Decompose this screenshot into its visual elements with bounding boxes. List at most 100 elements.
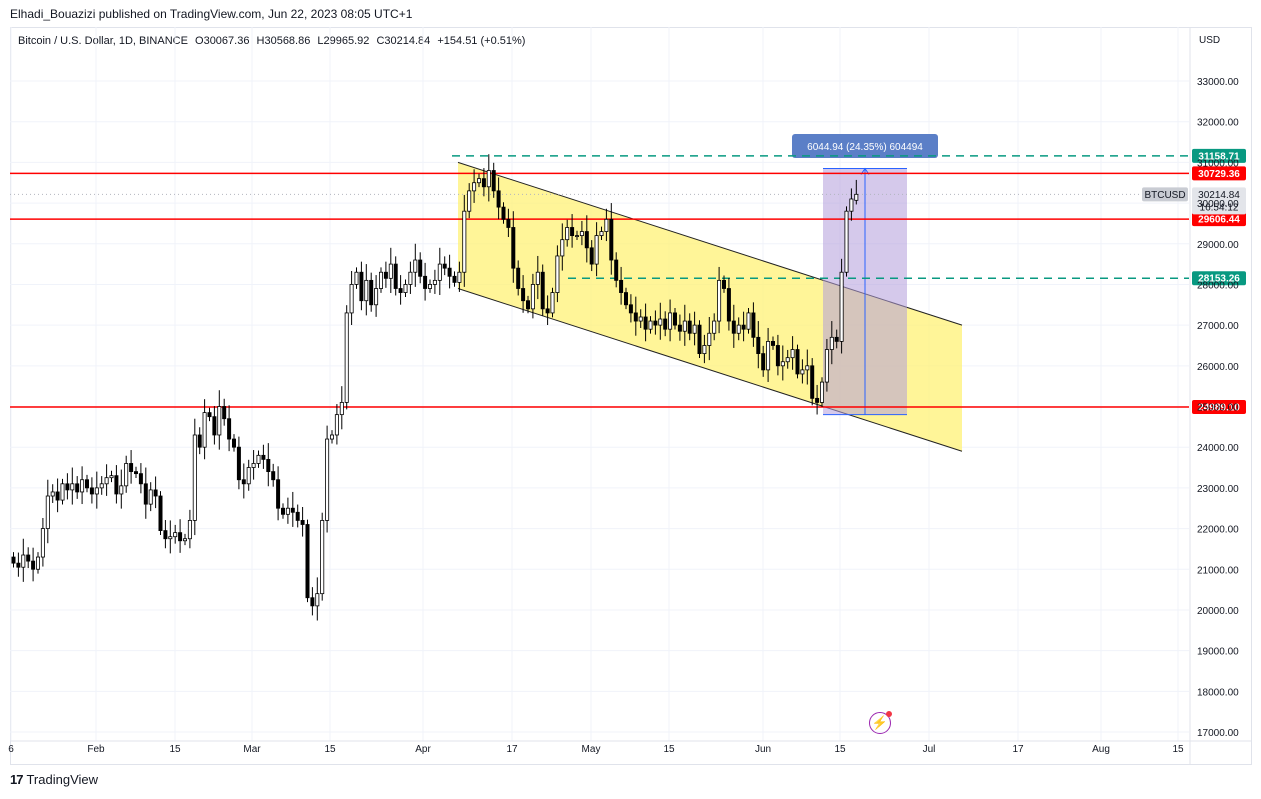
candle[interactable] [187,509,192,549]
candle[interactable] [476,173,481,188]
candle[interactable] [540,264,545,316]
candle[interactable] [501,202,506,224]
candle[interactable] [682,304,687,346]
candle[interactable] [486,154,491,202]
candle[interactable] [423,262,428,301]
candle[interactable] [535,255,540,300]
candle[interactable] [11,552,16,568]
channel-lower-line[interactable] [457,288,963,452]
candle[interactable] [741,311,746,342]
candle[interactable] [653,310,658,335]
candle[interactable] [129,450,134,484]
candle[interactable] [780,345,785,381]
candle[interactable] [844,206,849,277]
candle[interactable] [628,294,633,323]
candle[interactable] [545,295,550,326]
candle[interactable] [261,444,266,469]
candle[interactable] [251,450,256,480]
candle[interactable] [418,252,423,284]
candle[interactable] [36,552,41,574]
candle[interactable] [467,183,472,219]
candle[interactable] [810,358,815,406]
candle[interactable] [334,404,339,445]
candle[interactable] [378,267,383,293]
candle[interactable] [285,497,290,524]
candle[interactable] [383,261,388,288]
candle[interactable] [403,279,408,297]
candle[interactable] [16,552,21,577]
candle[interactable] [359,261,364,311]
candle[interactable] [138,463,143,494]
candle[interactable] [516,260,521,296]
candle[interactable] [437,247,442,296]
candle[interactable] [276,466,281,521]
candle[interactable] [65,473,70,500]
candle[interactable] [614,252,619,288]
candle[interactable] [707,316,712,361]
candle[interactable] [530,273,535,319]
candle[interactable] [579,220,584,246]
candle[interactable] [687,313,692,341]
candle[interactable] [824,338,829,392]
candle[interactable] [89,477,94,504]
candle[interactable] [168,520,173,554]
candle[interactable] [849,188,854,221]
candle[interactable] [70,467,75,505]
candle[interactable] [834,329,839,349]
candle[interactable] [638,309,643,329]
candle[interactable] [481,168,486,197]
candle[interactable] [736,317,741,341]
candle[interactable] [820,377,825,407]
candle[interactable] [427,279,432,293]
candle[interactable] [491,162,496,198]
candle[interactable] [697,320,702,359]
candle[interactable] [731,304,736,348]
candle[interactable] [374,275,379,317]
candle[interactable] [310,587,315,616]
candle[interactable] [344,305,349,410]
candle[interactable] [182,533,187,546]
candle[interactable] [829,321,834,365]
candle[interactable] [104,464,109,496]
candle[interactable] [648,316,653,334]
candle[interactable] [555,245,560,303]
candle[interactable] [839,258,844,354]
candle[interactable] [109,470,114,483]
candle[interactable] [148,482,153,512]
candle[interactable] [295,504,300,528]
lightning-icon[interactable]: ⚡ [869,711,892,734]
candle[interactable] [271,463,276,487]
candle[interactable] [511,211,516,283]
candle[interactable] [795,344,800,379]
candle[interactable] [222,398,227,426]
candle[interactable] [246,459,251,491]
candle[interactable] [124,455,129,493]
candle[interactable] [192,418,197,536]
candle[interactable] [702,334,707,364]
candle[interactable] [408,261,413,294]
candle[interactable] [589,240,594,272]
candle[interactable] [658,302,663,340]
candle[interactable] [565,219,570,247]
candle[interactable] [624,287,629,310]
candle[interactable] [197,427,202,455]
candle[interactable] [526,295,531,314]
candle[interactable] [31,547,36,582]
candle[interactable] [643,303,648,342]
candle[interactable] [496,177,501,220]
candle[interactable] [805,349,810,385]
candle[interactable] [349,271,354,326]
candle[interactable] [207,407,212,422]
candle[interactable] [94,471,99,509]
candle[interactable] [472,169,477,203]
candle[interactable] [227,405,232,452]
candle[interactable] [570,214,575,248]
candle[interactable] [290,491,295,527]
candle[interactable] [133,466,138,479]
candle[interactable] [354,267,359,289]
candle[interactable] [241,463,246,499]
candle[interactable] [800,359,805,384]
candle[interactable] [692,311,697,346]
candle[interactable] [153,476,158,509]
candle[interactable] [722,275,727,293]
